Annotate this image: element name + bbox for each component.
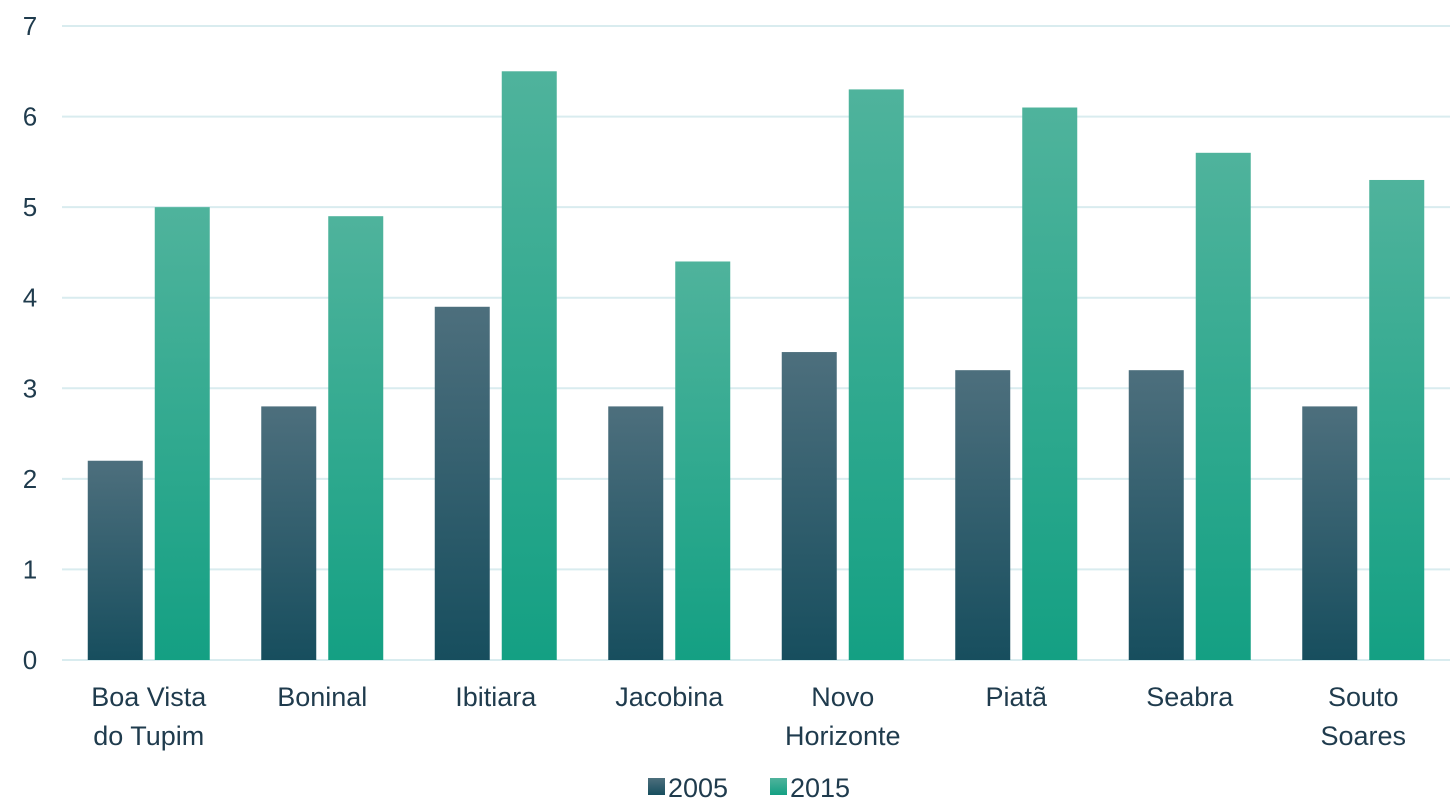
bar-2015-7 xyxy=(1369,179,1425,660)
bar-2005-6 xyxy=(1128,370,1184,660)
x-category-label: Boa Vista do Tupim xyxy=(91,682,207,751)
bar-2015-6 xyxy=(1195,152,1251,661)
bar-2015-4 xyxy=(848,89,904,660)
y-axis-ticks: 0 1 2 3 4 5 6 7 xyxy=(23,11,37,675)
bar-2005-3 xyxy=(608,406,664,660)
x-axis-labels: Boa Vista do Tupim Boninal Ibitiara Jacobina… xyxy=(91,682,1406,751)
bars xyxy=(87,71,1425,661)
x-category-label: Souto Soares xyxy=(1320,682,1406,751)
bar-2005-4 xyxy=(781,352,837,660)
bar-2015-1 xyxy=(328,216,384,660)
bar-2005-5 xyxy=(955,370,1011,660)
legend: 2005 2015 xyxy=(648,773,850,803)
legend-label-2015: 2015 xyxy=(790,773,850,803)
legend-swatch-2005 xyxy=(648,778,665,795)
bar-2015-3 xyxy=(675,261,731,660)
y-tick-label: 3 xyxy=(23,373,37,403)
x-category-label: Piatã xyxy=(985,682,1048,712)
x-category-label: Jacobina xyxy=(615,682,724,712)
legend-swatch-2015 xyxy=(770,778,787,795)
bar-2005-1 xyxy=(261,406,317,660)
bar-2005-7 xyxy=(1302,406,1358,660)
bar-2015-2 xyxy=(501,71,557,661)
bar-2005-2 xyxy=(434,306,490,660)
y-tick-label: 4 xyxy=(23,283,37,313)
y-tick-label: 5 xyxy=(23,192,37,222)
x-category-label: Novo Horizonte xyxy=(785,682,901,751)
bar-2015-5 xyxy=(1022,107,1078,660)
y-tick-label: 6 xyxy=(23,102,37,132)
y-tick-label: 2 xyxy=(23,464,37,494)
x-category-label: Seabra xyxy=(1146,682,1234,712)
y-tick-label: 7 xyxy=(23,11,37,41)
x-category-label: Boninal xyxy=(277,682,367,712)
y-tick-label: 1 xyxy=(23,554,37,584)
bar-2015-0 xyxy=(154,207,210,660)
x-category-label: Ibitiara xyxy=(455,682,537,712)
legend-label-2005: 2005 xyxy=(668,773,728,803)
y-tick-label: 0 xyxy=(23,645,37,675)
bar-2005-0 xyxy=(87,460,143,660)
